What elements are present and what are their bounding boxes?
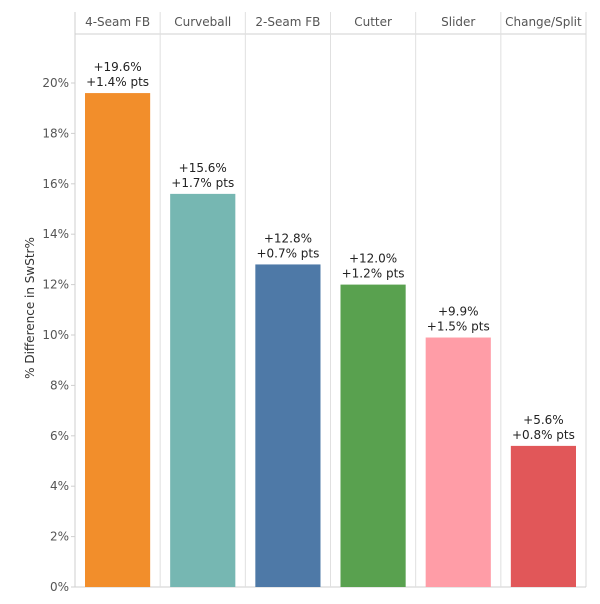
y-tick-label: 18%	[42, 126, 69, 140]
data-label-pct: +12.0%	[349, 252, 397, 266]
data-label-pct: +15.6%	[179, 161, 227, 175]
category-headers: 4-Seam FB Curveball 2-Seam FB Cutter Slider C…	[85, 15, 582, 29]
y-tick-label: 20%	[42, 76, 69, 90]
bar-slider	[425, 337, 491, 587]
category-header: 4-Seam FB	[85, 15, 150, 29]
y-axis-title: % Difference in SwStr%	[23, 237, 37, 379]
data-label-pts: +1.5% pts	[427, 320, 490, 334]
y-tick-label: 6%	[50, 429, 69, 443]
bars	[85, 93, 576, 587]
y-tick-label: 12%	[42, 278, 69, 292]
data-label-pts: +1.4% pts	[86, 75, 149, 89]
data-label-pct: +5.6%	[523, 413, 564, 427]
data-label-pts: +1.7% pts	[171, 176, 234, 190]
data-labels: +19.6%+1.4% pts +15.6%+1.7% pts +12.8%+0.7…	[86, 60, 575, 442]
y-tick-label: 2%	[50, 530, 69, 544]
y-tick-label: 16%	[42, 177, 69, 191]
category-header: Slider	[441, 15, 475, 29]
category-header: 2-Seam FB	[255, 15, 320, 29]
bar-4-seam-fb	[85, 93, 151, 587]
y-tick-label: 10%	[42, 328, 69, 342]
y-tick-label: 14%	[42, 227, 69, 241]
y-tick-label: 4%	[50, 479, 69, 493]
bar-2-seam-fb	[255, 264, 321, 587]
category-header: Cutter	[354, 15, 392, 29]
bar-cutter	[340, 284, 406, 587]
data-label-pct: +9.9%	[438, 305, 479, 319]
data-label-pts: +0.8% pts	[512, 428, 575, 442]
chart-frame	[74, 12, 587, 588]
y-tick-label: 8%	[50, 378, 69, 392]
data-label-pct: +19.6%	[93, 60, 141, 74]
category-header: Curveball	[174, 15, 231, 29]
bar-change-split	[510, 445, 576, 587]
bar-curveball	[170, 193, 236, 587]
y-axis: 0% 2% 4% 6% 8% 10% 12% 14% 16% 18% 20%	[42, 76, 75, 594]
data-label-pts: +0.7% pts	[256, 246, 319, 260]
y-tick-label: 0%	[50, 580, 69, 594]
data-label-pct: +12.8%	[264, 231, 312, 245]
data-label-pts: +1.2% pts	[342, 267, 405, 281]
category-header: Change/Split	[505, 15, 582, 29]
